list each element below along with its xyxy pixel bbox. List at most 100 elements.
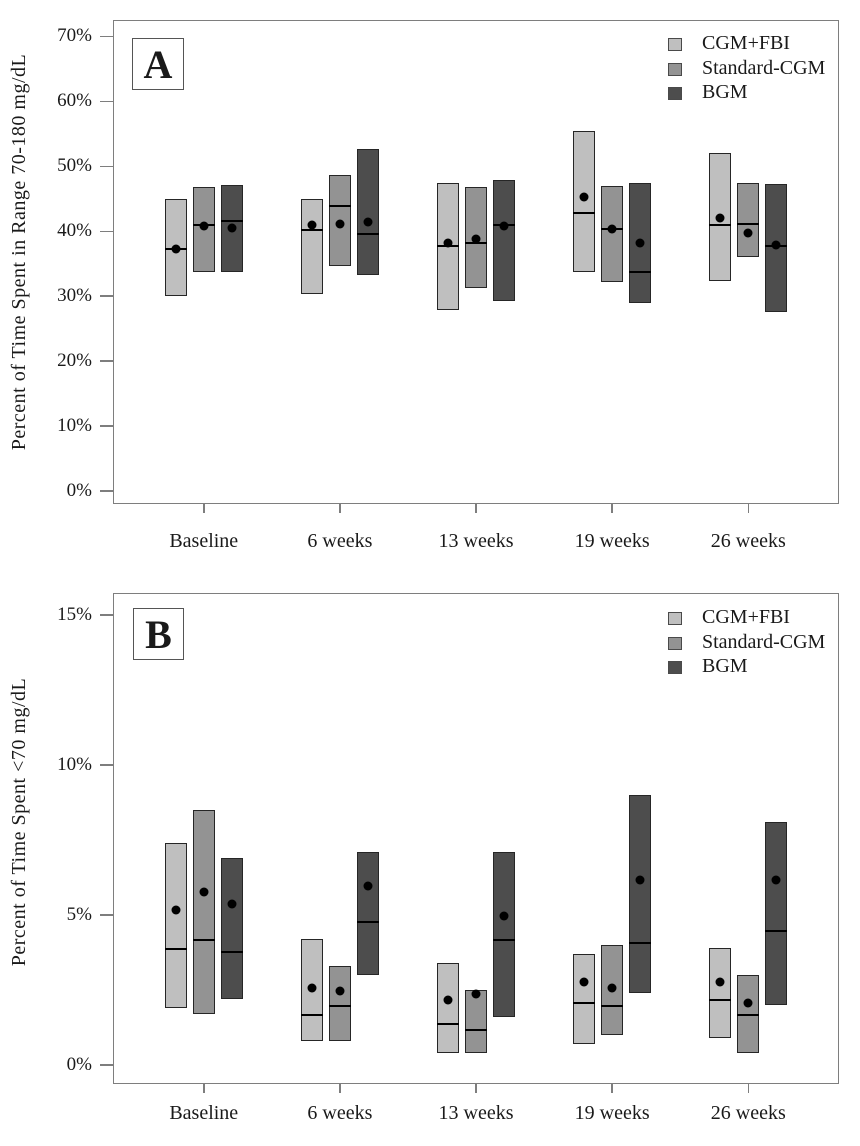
y-tick-mark bbox=[100, 295, 113, 297]
y-axis-label-a: Percent of Time Spent in Range 70-180 mg… bbox=[8, 53, 30, 451]
range-bar bbox=[220, 184, 243, 272]
range-bar bbox=[601, 185, 624, 282]
median-line bbox=[709, 999, 732, 1001]
mean-dot bbox=[363, 217, 373, 227]
median-line bbox=[465, 1029, 487, 1031]
median-line bbox=[220, 220, 243, 223]
legend-swatch bbox=[668, 612, 682, 625]
range-bar bbox=[356, 852, 379, 975]
legend-swatch bbox=[668, 87, 682, 100]
median-line bbox=[493, 939, 515, 941]
mean-dot bbox=[715, 213, 725, 223]
range-bar bbox=[465, 989, 487, 1053]
x-tick-label: 6 weeks bbox=[307, 1102, 373, 1124]
range-bar bbox=[765, 822, 788, 1005]
panel-letter-b: B bbox=[133, 608, 184, 660]
range-bar bbox=[573, 954, 596, 1044]
range-bar bbox=[192, 810, 215, 1014]
legend-label: Standard-CGM bbox=[702, 630, 826, 653]
y-tick-label: 20% bbox=[57, 350, 92, 372]
legend-label: CGM+FBI bbox=[702, 32, 790, 54]
mean-dot bbox=[363, 881, 373, 891]
mean-dot bbox=[443, 995, 453, 1005]
median-line bbox=[300, 1014, 323, 1016]
median-line bbox=[164, 948, 187, 950]
range-bar bbox=[465, 187, 487, 289]
y-tick-mark bbox=[100, 614, 113, 616]
legend-label: BGM bbox=[702, 81, 748, 103]
mean-dot bbox=[335, 986, 345, 996]
y-tick-mark bbox=[100, 425, 113, 427]
median-line bbox=[328, 1005, 351, 1007]
legend-label: BGM bbox=[702, 655, 748, 677]
median-line bbox=[220, 951, 243, 953]
mean-dot bbox=[471, 989, 481, 999]
mean-dot bbox=[307, 983, 317, 993]
x-tick-label: 13 weeks bbox=[438, 530, 514, 552]
x-tick-label: 19 weeks bbox=[574, 530, 650, 552]
legend-label: Standard-CGM bbox=[702, 56, 826, 79]
mean-dot bbox=[579, 192, 589, 202]
mean-dot bbox=[579, 977, 589, 987]
median-line bbox=[573, 1002, 596, 1004]
median-line bbox=[328, 205, 351, 208]
median-line bbox=[192, 939, 215, 941]
x-tick-label: 19 weeks bbox=[574, 1102, 650, 1124]
y-tick-label: 0% bbox=[66, 480, 92, 501]
mean-dot bbox=[499, 911, 509, 921]
range-bar bbox=[493, 179, 515, 302]
range-bar bbox=[601, 945, 624, 1035]
x-tick-label: Baseline bbox=[169, 530, 239, 552]
range-bar bbox=[356, 148, 379, 275]
x-tick-label: 6 weeks bbox=[307, 530, 373, 552]
median-line bbox=[356, 921, 379, 923]
median-line bbox=[709, 224, 732, 227]
x-tick-mark bbox=[203, 1084, 205, 1093]
median-line bbox=[765, 930, 788, 932]
x-tick-label: 26 weeks bbox=[710, 530, 786, 552]
range-bar bbox=[300, 198, 323, 294]
median-line bbox=[437, 1023, 459, 1025]
mean-dot bbox=[335, 219, 345, 229]
mean-dot bbox=[171, 905, 181, 915]
y-tick-mark bbox=[100, 230, 113, 233]
range-bar bbox=[737, 183, 760, 257]
mean-dot bbox=[635, 238, 645, 248]
range-bar bbox=[328, 174, 351, 267]
y-tick-mark bbox=[100, 764, 113, 766]
y-tick-label: 60% bbox=[57, 90, 92, 112]
legend-swatch bbox=[668, 38, 682, 51]
mean-dot bbox=[635, 875, 645, 885]
y-tick-label: 70% bbox=[57, 25, 92, 47]
y-tick-mark bbox=[100, 360, 113, 362]
x-tick-mark bbox=[339, 1084, 341, 1093]
range-bar bbox=[300, 939, 323, 1041]
y-tick-label: 0% bbox=[66, 1054, 92, 1075]
legend-swatch bbox=[668, 661, 682, 674]
y-tick-mark bbox=[100, 1064, 113, 1066]
mean-dot bbox=[227, 899, 237, 909]
range-bar bbox=[737, 975, 760, 1053]
mean-dot bbox=[607, 983, 617, 993]
range-bar bbox=[709, 948, 732, 1038]
mean-dot bbox=[715, 977, 725, 987]
panel-letter-a: A bbox=[132, 38, 184, 90]
range-bar bbox=[629, 182, 652, 303]
median-line bbox=[573, 211, 596, 214]
range-bar bbox=[328, 966, 351, 1041]
mean-dot bbox=[471, 234, 481, 244]
x-tick-mark bbox=[339, 504, 341, 513]
range-bar bbox=[765, 183, 788, 313]
mean-dot bbox=[443, 238, 453, 248]
range-bar bbox=[192, 187, 215, 272]
range-bar bbox=[220, 858, 243, 999]
x-tick-mark bbox=[475, 504, 477, 513]
y-tick-label: 40% bbox=[57, 220, 92, 242]
range-bar bbox=[164, 199, 187, 297]
y-tick-label: 50% bbox=[57, 155, 92, 177]
x-tick-mark bbox=[611, 1084, 613, 1093]
mean-dot bbox=[607, 224, 617, 234]
median-line bbox=[629, 270, 652, 273]
y-tick-mark bbox=[100, 100, 113, 103]
